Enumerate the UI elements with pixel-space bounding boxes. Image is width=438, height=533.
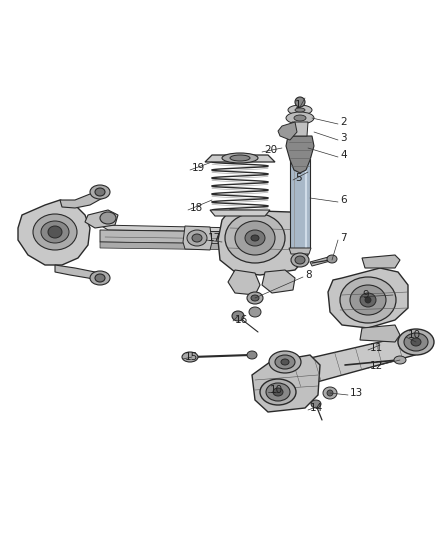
Ellipse shape	[327, 390, 333, 396]
Ellipse shape	[394, 356, 406, 364]
Ellipse shape	[404, 333, 428, 351]
Text: 14: 14	[310, 403, 323, 413]
Ellipse shape	[41, 221, 69, 243]
Ellipse shape	[90, 271, 110, 285]
Ellipse shape	[249, 307, 261, 317]
Polygon shape	[55, 265, 108, 282]
Ellipse shape	[192, 234, 202, 242]
Polygon shape	[100, 225, 248, 232]
Polygon shape	[290, 148, 310, 248]
Polygon shape	[205, 155, 275, 162]
Polygon shape	[228, 270, 260, 295]
Ellipse shape	[350, 285, 386, 315]
Polygon shape	[360, 325, 400, 342]
Ellipse shape	[269, 351, 301, 373]
Text: 4: 4	[340, 150, 346, 160]
Text: 6: 6	[340, 195, 346, 205]
Text: 18: 18	[190, 203, 203, 213]
Ellipse shape	[100, 212, 116, 224]
Ellipse shape	[281, 359, 289, 365]
Ellipse shape	[327, 255, 337, 263]
Polygon shape	[289, 248, 311, 254]
Ellipse shape	[323, 387, 337, 399]
Ellipse shape	[294, 115, 306, 121]
Polygon shape	[296, 110, 304, 148]
Polygon shape	[310, 256, 334, 266]
Ellipse shape	[295, 108, 305, 112]
Text: 10: 10	[270, 385, 283, 395]
Ellipse shape	[360, 293, 376, 307]
Polygon shape	[100, 230, 248, 244]
Text: 9: 9	[362, 290, 369, 300]
Text: 5: 5	[295, 173, 302, 183]
Polygon shape	[270, 335, 416, 390]
Ellipse shape	[275, 355, 295, 369]
Ellipse shape	[247, 351, 257, 359]
Polygon shape	[292, 122, 308, 136]
Ellipse shape	[288, 105, 312, 115]
Polygon shape	[218, 210, 310, 275]
Text: 3: 3	[340, 133, 346, 143]
Polygon shape	[60, 188, 108, 208]
Text: 2: 2	[340, 117, 346, 127]
Ellipse shape	[260, 379, 296, 405]
Ellipse shape	[291, 253, 309, 267]
Text: 11: 11	[370, 343, 383, 353]
Ellipse shape	[251, 295, 259, 301]
Ellipse shape	[340, 277, 396, 323]
Polygon shape	[252, 355, 320, 412]
Polygon shape	[85, 210, 118, 228]
Ellipse shape	[295, 256, 305, 264]
Ellipse shape	[95, 274, 105, 282]
Ellipse shape	[182, 352, 198, 362]
Polygon shape	[328, 268, 408, 328]
Ellipse shape	[365, 297, 371, 303]
Text: 16: 16	[235, 315, 248, 325]
Polygon shape	[18, 200, 90, 265]
Polygon shape	[289, 148, 311, 153]
Ellipse shape	[266, 383, 290, 401]
Polygon shape	[210, 210, 270, 216]
Ellipse shape	[230, 155, 250, 161]
Ellipse shape	[311, 400, 321, 408]
Polygon shape	[362, 255, 400, 268]
Text: 20: 20	[264, 145, 277, 155]
Ellipse shape	[273, 388, 283, 396]
Ellipse shape	[247, 292, 263, 304]
Text: 15: 15	[185, 352, 198, 362]
Ellipse shape	[90, 185, 110, 199]
Ellipse shape	[222, 153, 258, 163]
Polygon shape	[262, 270, 295, 293]
Ellipse shape	[95, 188, 105, 196]
Ellipse shape	[398, 329, 434, 355]
Text: 12: 12	[370, 361, 383, 371]
Polygon shape	[278, 122, 297, 140]
Text: 13: 13	[350, 388, 363, 398]
Polygon shape	[100, 242, 248, 250]
Ellipse shape	[245, 230, 265, 246]
Ellipse shape	[48, 226, 62, 238]
Text: 7: 7	[340, 233, 346, 243]
Ellipse shape	[33, 214, 77, 250]
Ellipse shape	[295, 97, 305, 107]
Text: 17: 17	[208, 233, 221, 243]
Text: 8: 8	[305, 270, 311, 280]
Polygon shape	[286, 136, 314, 173]
Ellipse shape	[187, 230, 207, 246]
Ellipse shape	[286, 112, 314, 124]
Ellipse shape	[251, 235, 259, 241]
Ellipse shape	[232, 311, 244, 321]
Text: 19: 19	[192, 163, 205, 173]
Polygon shape	[183, 226, 212, 250]
Text: 1: 1	[295, 100, 302, 110]
Ellipse shape	[235, 221, 275, 255]
Ellipse shape	[225, 213, 285, 263]
Text: 10: 10	[408, 330, 421, 340]
Ellipse shape	[411, 338, 421, 346]
